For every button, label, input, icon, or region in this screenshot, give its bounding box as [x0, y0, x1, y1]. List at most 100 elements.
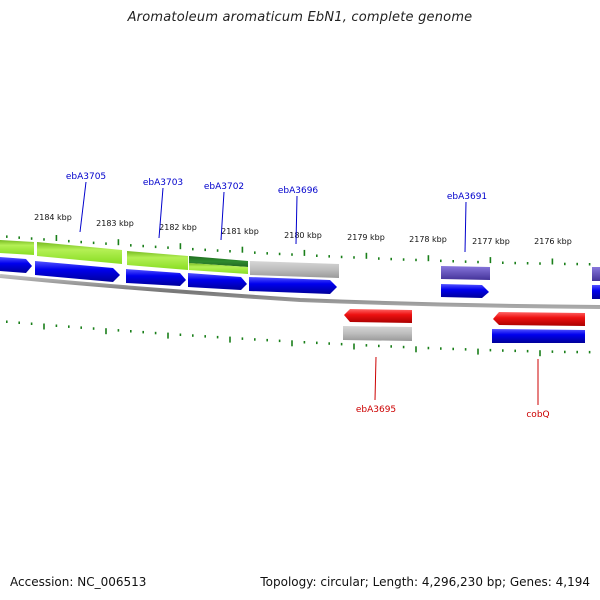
- scale-tick: [154, 245, 157, 249]
- scale-tick: [192, 334, 194, 337]
- cds-arrow-reverse[interactable]: [493, 312, 585, 326]
- scale-tick: [254, 338, 256, 341]
- scale-tick: [427, 255, 430, 262]
- scale-tick: [241, 246, 244, 253]
- scale-tick: [576, 350, 578, 354]
- gene-block[interactable]: [37, 242, 122, 264]
- cds-block[interactable]: [492, 329, 585, 343]
- kbp-label: 2180 kbp: [284, 231, 322, 240]
- scale-tick: [464, 260, 467, 263]
- gene-block[interactable]: [189, 263, 248, 274]
- scale-tick: [464, 348, 467, 351]
- gene-block[interactable]: [441, 266, 490, 280]
- scale-tick: [43, 238, 45, 241]
- scale-tick: [365, 344, 368, 347]
- genome-backbone: [0, 274, 600, 309]
- scale-tick: [378, 257, 380, 260]
- kbp-label: 2176 kbp: [534, 237, 572, 246]
- cds-arrow[interactable]: [0, 257, 32, 273]
- gene-block[interactable]: [592, 267, 600, 281]
- scale-tick: [278, 339, 281, 343]
- scale-tick: [328, 255, 330, 258]
- scale-tick: [229, 336, 231, 343]
- gene-label-cobQ[interactable]: cobQ: [526, 410, 549, 420]
- cds-arrow[interactable]: [441, 284, 489, 298]
- kbp-label: 2184 kbp: [34, 213, 72, 222]
- scale-tick: [30, 322, 33, 325]
- scale-tick: [551, 350, 554, 353]
- scale-tick: [427, 346, 430, 350]
- scale-tick: [502, 349, 504, 352]
- scale-tick: [154, 331, 157, 335]
- top-cds-track: [0, 257, 600, 299]
- cds-arrow[interactable]: [188, 273, 247, 290]
- kbp-scale-labels: 2184 kbp 2183 kbp 2182 kbp 2181 kbp 2180 kbp…: [34, 213, 572, 246]
- scale-tick: [192, 247, 194, 251]
- gene-block[interactable]: [343, 326, 412, 341]
- gene-label-ebA3702[interactable]: ebA3702: [204, 182, 244, 192]
- scale-tick: [30, 237, 33, 240]
- bottom-feature-track: [343, 309, 585, 343]
- scale-tick: [229, 250, 231, 253]
- scale-tick: [452, 347, 454, 351]
- scale-tick: [6, 235, 8, 238]
- gene-block[interactable]: [127, 251, 188, 270]
- scale-tick: [68, 325, 70, 328]
- scale-tick: [514, 261, 516, 265]
- gene-block[interactable]: [250, 261, 339, 278]
- scale-tick: [502, 261, 504, 264]
- scale-tick: [539, 262, 541, 265]
- accession-text: Accession: NC_006513: [10, 575, 147, 589]
- scale-tick: [316, 341, 318, 345]
- gene-block[interactable]: [189, 256, 248, 267]
- gene-label-ebA3696[interactable]: ebA3696: [278, 186, 319, 196]
- cds-arrow-reverse[interactable]: [344, 309, 412, 323]
- scale-tick: [278, 252, 281, 256]
- scale-tick: [588, 350, 591, 354]
- scale-tick: [378, 344, 380, 348]
- genome-summary-text: Topology: circular; Length: 4,296,230 bp…: [260, 575, 590, 589]
- scale-tick: [415, 346, 417, 353]
- scale-tick: [266, 252, 268, 255]
- scale-tick: [415, 258, 417, 262]
- scale-tick: [390, 345, 392, 348]
- scale-tick: [142, 244, 144, 248]
- gene-label-ebA3705[interactable]: ebA3705: [66, 172, 106, 182]
- scale-tick: [216, 249, 219, 252]
- kbp-label: 2182 kbp: [159, 223, 197, 232]
- scale-tick: [179, 243, 182, 250]
- scale-tick: [365, 252, 368, 259]
- scale-tick: [80, 240, 82, 244]
- scale-tick: [68, 239, 70, 243]
- scale-tick: [440, 259, 442, 263]
- scale-tick: [130, 244, 132, 247]
- scale-tick: [92, 327, 95, 330]
- scale-tick: [266, 338, 268, 342]
- gene-block[interactable]: [0, 240, 34, 255]
- gene-label-ebA3691[interactable]: ebA3691: [447, 192, 487, 202]
- scale-tick: [353, 343, 355, 350]
- scale-tick: [477, 260, 479, 264]
- scale-tick: [526, 349, 529, 353]
- gene-label-ebA3703[interactable]: ebA3703: [143, 178, 183, 188]
- cds-arrow[interactable]: [249, 277, 337, 294]
- scale-tick: [489, 257, 492, 264]
- cds-arrow[interactable]: [35, 261, 120, 282]
- scale-tick: [18, 321, 20, 324]
- scale-tick: [167, 332, 169, 339]
- scale-tick: [142, 330, 144, 334]
- gene-label-ebA3695[interactable]: ebA3695: [356, 405, 396, 415]
- scale-tick: [241, 337, 244, 340]
- scale-tick: [489, 348, 492, 352]
- scale-tick: [576, 262, 578, 266]
- bottom-gene-leaders: [374, 356, 539, 405]
- cds-arrow[interactable]: [126, 269, 186, 286]
- scale-tick: [6, 320, 8, 323]
- scale-tick: [452, 260, 454, 263]
- scale-tick: [440, 347, 442, 350]
- scale-tick: [564, 262, 566, 266]
- cds-arrow[interactable]: [592, 285, 600, 299]
- scale-tick: [105, 328, 107, 335]
- top-feature-track: [0, 240, 600, 281]
- top-tick-row: [6, 235, 591, 266]
